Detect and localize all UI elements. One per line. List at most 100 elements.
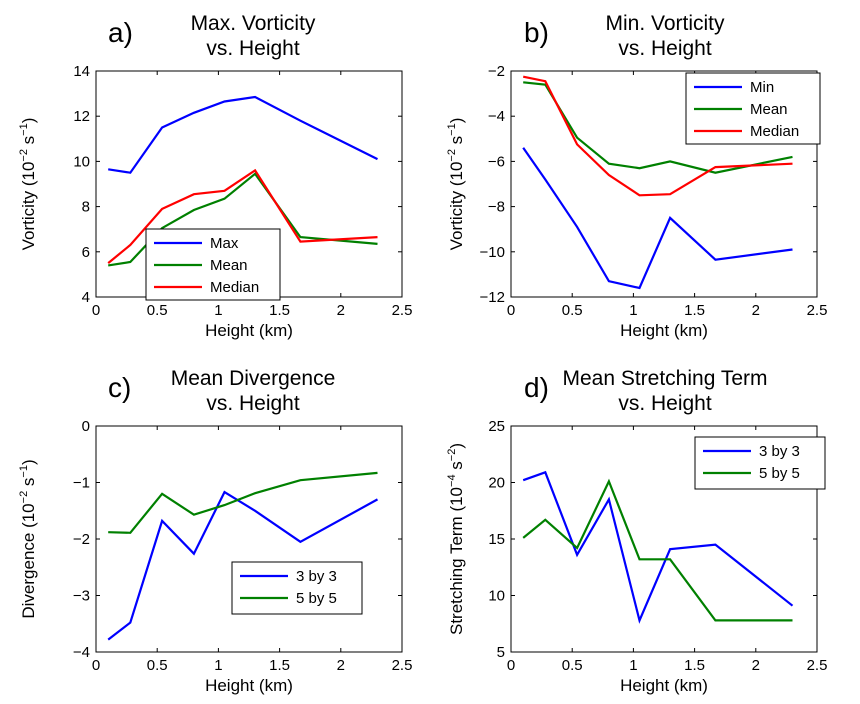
y-tick-label: −6 [488, 153, 505, 170]
x-tick-label: 0 [92, 302, 100, 319]
y-axis-label-part: −1 [18, 465, 30, 478]
y-axis-label-part: Divergence (10 [19, 503, 38, 618]
y-axis-label-part: −2 [18, 149, 30, 162]
series-line-median [107, 168, 378, 264]
y-tick-label: 25 [488, 418, 505, 435]
legend-label: Mean [210, 257, 248, 274]
x-tick-label: 1.5 [684, 302, 705, 319]
y-axis-label: Vorticity (10−2 s−1) [18, 118, 38, 251]
series-line-3-by-3 [522, 470, 794, 624]
series-line-3-by-3 [107, 490, 379, 641]
x-tick-label: 0.5 [147, 657, 168, 674]
legend-label: 5 by 5 [759, 465, 800, 482]
x-tick-label: 2 [337, 302, 345, 319]
series-line-min [522, 147, 793, 290]
y-tick-label: 20 [488, 475, 505, 492]
y-axis-label-part: Vorticity (10 [447, 162, 466, 251]
y-axis-label-part: ) [447, 443, 466, 449]
panel-letter: d) [524, 372, 549, 403]
series-line-mean [108, 172, 378, 267]
chart-title-line: Mean Divergence [171, 367, 336, 390]
y-tick-label: 6 [82, 244, 90, 261]
x-tick-label: 2 [752, 302, 760, 319]
y-tick-label: −10 [480, 244, 505, 261]
chart-title-line: vs. Height [618, 37, 712, 60]
y-axis-label: Stretching Term (10−4 s−2) [446, 443, 466, 635]
chart-title-line: Mean Stretching Term [562, 367, 767, 390]
y-axis-label-part: s [447, 461, 466, 474]
panel-letter: c) [108, 372, 131, 403]
legend-label: Max [210, 235, 239, 252]
x-tick-label: 2.5 [807, 302, 828, 319]
y-axis-label-part: s [19, 478, 38, 491]
chart-title-line: vs. Height [206, 37, 300, 60]
y-tick-label: −4 [73, 644, 90, 661]
x-axis-label: Height (km) [205, 676, 293, 695]
y-tick-label: 10 [73, 153, 90, 170]
legend-label: 3 by 3 [296, 568, 337, 585]
series-line-max [108, 95, 378, 174]
y-axis-label-part: ) [19, 118, 38, 124]
chart-title-line: vs. Height [618, 392, 712, 415]
x-tick-label: 0.5 [147, 302, 168, 319]
series-line-5-by-5 [522, 478, 793, 622]
x-tick-label: 0.5 [562, 657, 583, 674]
y-axis-label-part: −4 [446, 474, 458, 487]
axes-box [95, 425, 403, 653]
y-tick-label: −12 [480, 289, 505, 306]
y-tick-label: 10 [488, 588, 505, 605]
series-line-5-by-5 [108, 471, 378, 534]
y-axis-label-part: ) [19, 459, 38, 465]
x-tick-label: 0 [92, 657, 100, 674]
legend-label: Median [750, 123, 799, 140]
x-tick-label: 0.5 [562, 302, 583, 319]
x-tick-label: 1.5 [684, 657, 705, 674]
x-tick-label: 2 [337, 657, 345, 674]
x-tick-label: 1 [629, 302, 637, 319]
x-tick-label: 0 [507, 302, 515, 319]
y-tick-label: −2 [73, 531, 90, 548]
y-tick-label: −1 [73, 475, 90, 492]
y-tick-label: 0 [82, 418, 90, 435]
x-tick-label: 1.5 [269, 302, 290, 319]
y-tick-label: −3 [73, 588, 90, 605]
x-tick-label: 2.5 [392, 302, 413, 319]
legend: 3 by 3 5 by 5 [694, 436, 826, 490]
y-axis-label-part: ) [447, 118, 466, 124]
y-tick-label: 12 [73, 108, 90, 125]
y-axis-label-part: Vorticity (10 [19, 162, 38, 251]
legend-box [694, 436, 826, 490]
y-axis-label-part: −1 [18, 123, 30, 136]
x-axis-label: Height (km) [205, 321, 293, 340]
panel-letter: a) [108, 17, 133, 48]
chart-title-line: Max. Vorticity [191, 12, 316, 35]
legend-label: Mean [750, 101, 788, 118]
x-tick-label: 2.5 [807, 657, 828, 674]
y-axis-label: Divergence (10−2 s−1) [18, 459, 38, 618]
y-axis-label-part: −2 [18, 491, 30, 504]
y-tick-label: 4 [82, 289, 90, 306]
legend-label: Median [210, 279, 259, 296]
y-axis-label-part: Stretching Term (10 [447, 487, 466, 635]
y-axis-label: Vorticity (10−2 s−1) [446, 118, 466, 251]
legend-box [145, 228, 281, 301]
y-tick-label: −4 [488, 108, 505, 125]
legend-label: Min [750, 79, 774, 96]
y-axis-label-part: −2 [446, 449, 458, 462]
y-axis-label-part: s [447, 136, 466, 149]
x-tick-label: 2.5 [392, 657, 413, 674]
y-tick-label: −2 [488, 63, 505, 80]
legend-box [231, 561, 363, 615]
x-tick-label: 1 [214, 302, 222, 319]
x-tick-label: 1 [629, 657, 637, 674]
x-tick-label: 2 [752, 657, 760, 674]
x-axis-label: Height (km) [620, 321, 708, 340]
y-axis-label-part: −2 [446, 149, 458, 162]
legend: Min Mean Median [685, 72, 821, 145]
y-tick-label: 14 [73, 63, 90, 80]
chart-title-line: Min. Vorticity [605, 12, 725, 35]
